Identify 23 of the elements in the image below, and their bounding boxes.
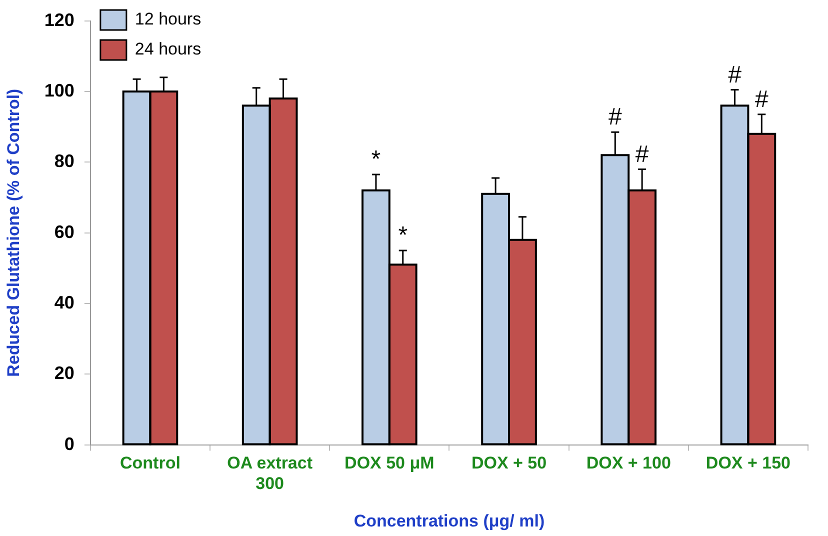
legend-label: 12 hours — [134, 10, 202, 29]
x-tick-label: DOX + 50 — [471, 454, 547, 473]
y-axis-title: Reduced Glutathione (% of Control) — [4, 88, 23, 377]
x-tick-label: Control — [120, 454, 180, 473]
y-tick-label: 100 — [44, 80, 74, 100]
legend-label: 24 hours — [134, 40, 202, 59]
x-tick-label: OA extract 300 — [227, 454, 313, 494]
annotation: # — [635, 140, 650, 168]
annotation: # — [608, 104, 622, 131]
annotation: # — [754, 86, 769, 114]
y-tick-label: 0 — [64, 434, 74, 454]
x-tick-label: DOX 50 μM — [344, 454, 434, 473]
y-tick-label: 60 — [54, 222, 74, 242]
y-tick-label: 40 — [54, 292, 74, 312]
annotation: * — [398, 222, 408, 250]
x-axis-title: Concentrations (μg/ ml) — [354, 511, 545, 530]
y-tick-label: 80 — [54, 151, 74, 172]
y-tick-label: 20 — [54, 363, 74, 384]
annotation: * — [371, 146, 381, 174]
x-tick-label: DOX + 100 — [586, 454, 671, 473]
y-tick-label: 120 — [44, 10, 74, 30]
x-tick-label: DOX + 150 — [706, 454, 790, 473]
annotation: # — [728, 61, 742, 88]
